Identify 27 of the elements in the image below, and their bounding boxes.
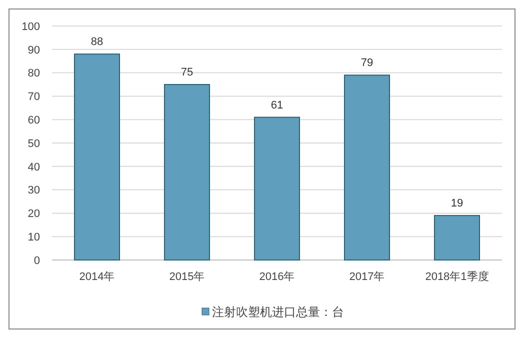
data-label: 79 (360, 57, 374, 70)
y-tick-label: 90 (28, 44, 40, 56)
x-tick-label: 2014年 (79, 271, 115, 283)
bar (74, 54, 120, 260)
y-tick-label: 10 (28, 231, 40, 244)
y-tick-label: 40 (28, 161, 40, 174)
data-label: 88 (90, 36, 104, 48)
y-tick-label: 70 (28, 91, 40, 104)
data-label: 61 (270, 99, 284, 112)
data-label: 75 (180, 66, 194, 78)
y-tick-label: 20 (28, 208, 40, 220)
x-tick-label: 2016年 (259, 271, 295, 283)
x-tick-label: 2015年 (169, 271, 205, 283)
x-tick-label: 2017年 (349, 271, 385, 283)
y-tick-label: 0 (34, 254, 40, 267)
y-tick-label: 60 (28, 114, 40, 126)
y-tick-label: 30 (28, 184, 40, 197)
bar (434, 215, 480, 260)
data-label: 19 (450, 198, 464, 210)
y-tick-label: 80 (28, 68, 40, 80)
x-tick-label: 2018年1季度 (425, 270, 489, 283)
bar (344, 74, 390, 260)
bar (254, 116, 300, 260)
y-tick-label: 100 (22, 20, 40, 33)
y-tick-label: 50 (28, 138, 40, 150)
legend-label: 注射吹塑机进口总量：台 (212, 305, 344, 320)
bar (164, 84, 210, 260)
